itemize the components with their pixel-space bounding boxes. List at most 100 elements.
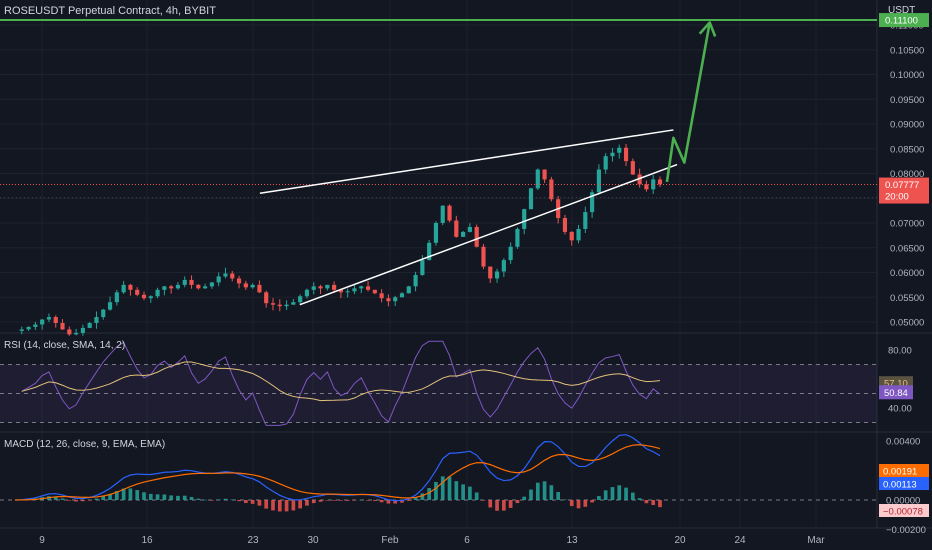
candle-body[interactable]	[53, 317, 58, 323]
candle-body[interactable]	[379, 293, 384, 299]
candle-body[interactable]	[481, 246, 486, 267]
candle-body[interactable]	[33, 324, 38, 327]
candle-body[interactable]	[651, 179, 656, 190]
candle-body[interactable]	[264, 292, 269, 304]
candle-body[interactable]	[19, 329, 24, 331]
candle-body[interactable]	[107, 302, 113, 310]
candle-body[interactable]	[576, 228, 581, 241]
candle-body[interactable]	[87, 322, 92, 328]
candle-body[interactable]	[162, 286, 167, 290]
candle-body[interactable]	[590, 192, 595, 213]
candle-body[interactable]	[182, 279, 187, 285]
candle-body[interactable]	[114, 292, 119, 303]
candle-body[interactable]	[583, 212, 588, 229]
candle-body[interactable]	[26, 326, 31, 330]
candle-body[interactable]	[372, 289, 377, 294]
candle-body[interactable]	[447, 205, 452, 221]
wedge-lower-trendline[interactable]	[299, 163, 678, 306]
candle-body[interactable]	[338, 289, 343, 293]
candle-body[interactable]	[596, 169, 601, 193]
candle-body[interactable]	[209, 282, 214, 287]
candle-body[interactable]	[569, 231, 574, 241]
candle-body[interactable]	[352, 288, 357, 292]
candle-body[interactable]	[603, 156, 608, 170]
candle-body[interactable]	[311, 286, 316, 290]
candle-body[interactable]	[535, 169, 540, 189]
candle-body[interactable]	[610, 152, 615, 157]
candle-body[interactable]	[318, 286, 323, 289]
time-axis[interactable]: 9 16 23 30 Feb 6 13 20 24 Mar	[39, 535, 825, 546]
candle-body[interactable]	[325, 284, 330, 289]
projection-path[interactable]	[665, 22, 712, 183]
candle-body[interactable]	[284, 304, 289, 307]
candle-body[interactable]	[40, 319, 45, 325]
candle-body[interactable]	[494, 271, 500, 279]
candle-body[interactable]	[250, 284, 255, 288]
candle-body[interactable]	[542, 169, 547, 180]
candle-body[interactable]	[80, 327, 85, 333]
candle-body[interactable]	[121, 284, 126, 293]
candle-body[interactable]	[637, 174, 642, 185]
candle-body[interactable]	[141, 294, 147, 299]
candle-body[interactable]	[359, 286, 364, 289]
candle-body[interactable]	[617, 147, 622, 153]
candle-body[interactable]	[488, 266, 493, 279]
candle-body[interactable]	[155, 289, 160, 297]
candle-body[interactable]	[461, 231, 466, 237]
candle-body[interactable]	[270, 303, 276, 305]
candle-body[interactable]	[413, 274, 418, 287]
candle-body[interactable]	[298, 296, 303, 303]
candle-body[interactable]	[515, 228, 520, 247]
rsi-line[interactable]	[21, 340, 661, 426]
candle-body[interactable]	[135, 289, 140, 295]
candle-body[interactable]	[216, 276, 221, 283]
rsi-sma-line[interactable]	[21, 361, 661, 402]
candle-body[interactable]	[257, 284, 262, 293]
candle-body[interactable]	[94, 317, 99, 323]
price-pane[interactable]	[0, 19, 877, 336]
candle-body[interactable]	[175, 284, 181, 289]
candle-body[interactable]	[291, 302, 296, 305]
macd-signal-line[interactable]	[14, 444, 661, 501]
candle-body[interactable]	[420, 260, 425, 275]
candle-body[interactable]	[508, 246, 513, 261]
candle-body[interactable]	[223, 273, 228, 277]
candle-body[interactable]	[399, 293, 405, 298]
candle-body[interactable]	[128, 284, 133, 290]
candle-body[interactable]	[406, 286, 411, 294]
candle-body[interactable]	[440, 205, 445, 223]
candle-body[interactable]	[365, 286, 371, 290]
candle-body[interactable]	[277, 304, 282, 307]
candle-body[interactable]	[433, 223, 439, 243]
candle-body[interactable]	[189, 279, 194, 285]
candle-body[interactable]	[203, 286, 208, 289]
candle-body[interactable]	[657, 179, 663, 185]
wedge-upper-trendline[interactable]	[259, 129, 674, 195]
candle-body[interactable]	[236, 278, 242, 284]
candle-body[interactable]	[501, 260, 506, 272]
candle-body[interactable]	[427, 242, 432, 261]
candle-body[interactable]	[60, 322, 65, 330]
candle-body[interactable]	[623, 147, 629, 162]
candle-body[interactable]	[230, 273, 235, 279]
candle-body[interactable]	[474, 226, 479, 247]
candle-body[interactable]	[454, 220, 459, 237]
candle-body[interactable]	[101, 309, 106, 318]
candle-body[interactable]	[169, 286, 174, 289]
candle-body[interactable]	[67, 329, 72, 335]
candle-body[interactable]	[630, 161, 635, 175]
candle-body[interactable]	[148, 296, 153, 299]
candle-body[interactable]	[386, 298, 391, 302]
candle-body[interactable]	[528, 188, 534, 210]
rsi-pane[interactable]	[0, 340, 877, 426]
candle-body[interactable]	[549, 179, 554, 200]
candle-body[interactable]	[522, 209, 527, 229]
price-axis[interactable]: 0.110000.105000.100000.095000.090000.085…	[879, 13, 929, 536]
candle-body[interactable]	[467, 226, 472, 232]
candle-body[interactable]	[345, 291, 350, 293]
candle-body[interactable]	[243, 283, 248, 288]
candle-body[interactable]	[332, 284, 337, 290]
candle-body[interactable]	[562, 218, 568, 232]
candle-body[interactable]	[304, 289, 310, 297]
